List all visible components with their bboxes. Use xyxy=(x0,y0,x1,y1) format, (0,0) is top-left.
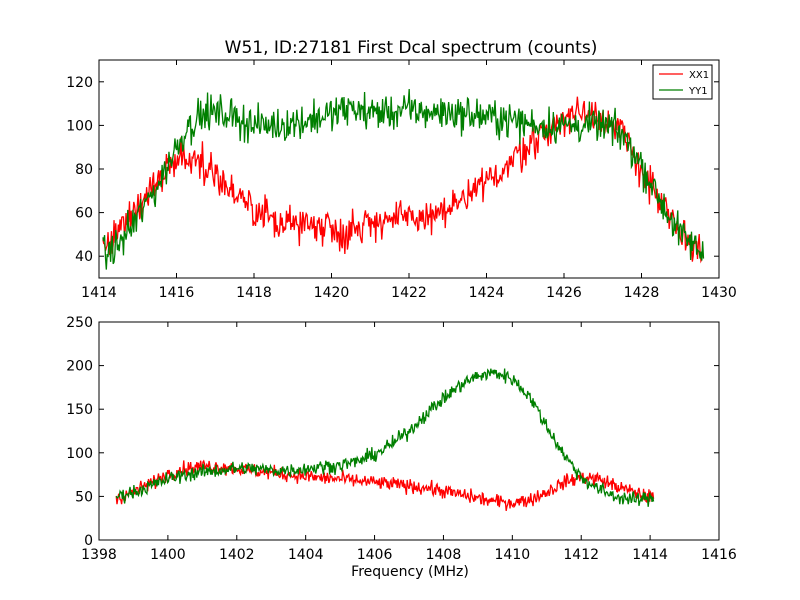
axes-frame-bottom xyxy=(98,321,720,541)
x-tick-label: 1416 xyxy=(159,285,195,301)
x-axis-label: Frequency (MHz) xyxy=(351,564,469,580)
x-tick-label: 1418 xyxy=(236,285,272,301)
y-tick-label: 250 xyxy=(66,315,93,331)
chart-title: W51, ID:27181 First Dcal spectrum (count… xyxy=(225,38,598,58)
x-tick-label: 1400 xyxy=(150,547,186,563)
x-tick-label: 1402 xyxy=(219,547,255,563)
x-tick-label: 1420 xyxy=(314,285,350,301)
legend-frame xyxy=(652,64,713,100)
x-tick-label: 1424 xyxy=(469,285,505,301)
top-panel: 1414 1416 1418 1420 1422 1424 1426 1428 1430 40 60… xyxy=(66,59,737,301)
x-tick-label: 1408 xyxy=(426,547,462,563)
legend-label-yy1: YY1 xyxy=(688,86,708,97)
y-tick-label: 100 xyxy=(66,118,93,134)
y-tick-label: 100 xyxy=(66,446,93,462)
x-tick-label: 1426 xyxy=(546,285,582,301)
x-tick-label: 1412 xyxy=(563,547,599,563)
series-line-xx1-bottom xyxy=(115,459,655,511)
x-tick-label: 1404 xyxy=(288,547,324,563)
y-tick-label: 80 xyxy=(75,162,93,178)
legend-label-xx1: XX1 xyxy=(689,70,709,81)
x-tick-label: 1414 xyxy=(632,547,668,563)
x-tick-label: 1422 xyxy=(391,285,427,301)
series-line-yy1-top xyxy=(102,88,705,270)
x-tick-label: 1428 xyxy=(624,285,660,301)
y-tick-label: 60 xyxy=(75,206,93,222)
x-tick-label: 1410 xyxy=(495,547,531,563)
y-tick-label: 0 xyxy=(84,533,93,549)
x-tick-label: 1414 xyxy=(81,285,117,301)
legend: XX1 YY1 xyxy=(652,64,713,100)
bottom-panel: 1398 1400 1402 1404 1406 1408 1410 1412 1414 1416… xyxy=(66,315,737,563)
x-tick-label: 1416 xyxy=(701,547,737,563)
y-tick-label: 200 xyxy=(66,359,93,375)
y-tick-label: 40 xyxy=(75,249,93,265)
x-tick-label: 1430 xyxy=(701,285,737,301)
x-tick-label: 1398 xyxy=(81,547,117,563)
y-tick-label: 150 xyxy=(66,402,93,418)
y-tick-label: 50 xyxy=(75,489,93,505)
series-line-yy1-bottom xyxy=(115,368,655,507)
y-tick-label: 120 xyxy=(66,75,93,91)
x-tick-label: 1406 xyxy=(357,547,393,563)
